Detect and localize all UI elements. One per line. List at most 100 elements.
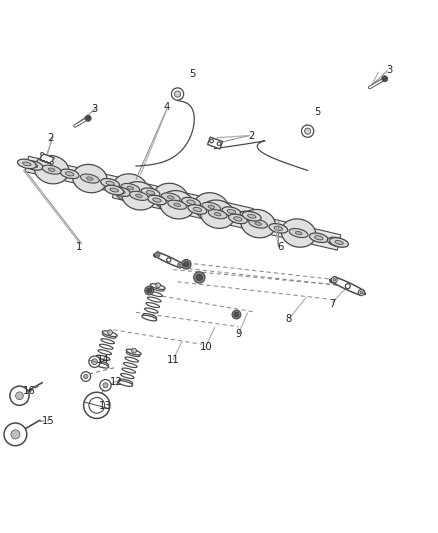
Ellipse shape bbox=[94, 362, 109, 368]
Circle shape bbox=[196, 274, 202, 280]
Circle shape bbox=[89, 398, 105, 413]
Circle shape bbox=[194, 272, 205, 283]
Ellipse shape bbox=[110, 188, 118, 192]
Ellipse shape bbox=[188, 205, 207, 214]
Ellipse shape bbox=[23, 162, 31, 166]
Circle shape bbox=[100, 379, 111, 391]
Ellipse shape bbox=[142, 315, 157, 321]
Text: 13: 13 bbox=[99, 401, 112, 411]
Circle shape bbox=[16, 392, 23, 400]
Ellipse shape bbox=[182, 197, 201, 207]
Ellipse shape bbox=[330, 238, 349, 247]
Ellipse shape bbox=[314, 236, 323, 240]
Text: 6: 6 bbox=[277, 242, 283, 252]
Circle shape bbox=[92, 359, 97, 365]
Ellipse shape bbox=[247, 214, 256, 218]
Ellipse shape bbox=[245, 214, 254, 218]
Circle shape bbox=[84, 374, 88, 378]
Ellipse shape bbox=[117, 190, 125, 194]
Ellipse shape bbox=[143, 313, 157, 319]
Circle shape bbox=[155, 283, 161, 288]
Ellipse shape bbox=[328, 237, 346, 247]
Ellipse shape bbox=[81, 174, 99, 183]
Ellipse shape bbox=[24, 161, 43, 170]
Ellipse shape bbox=[29, 163, 38, 167]
Ellipse shape bbox=[335, 240, 343, 245]
Circle shape bbox=[234, 312, 239, 317]
Ellipse shape bbox=[233, 217, 242, 221]
Circle shape bbox=[132, 348, 137, 353]
Ellipse shape bbox=[48, 168, 55, 171]
Ellipse shape bbox=[208, 209, 227, 219]
Circle shape bbox=[85, 115, 91, 122]
Circle shape bbox=[304, 128, 311, 134]
Circle shape bbox=[41, 152, 43, 156]
Ellipse shape bbox=[332, 240, 341, 244]
Text: 8: 8 bbox=[286, 314, 292, 324]
Ellipse shape bbox=[73, 164, 107, 193]
Text: 16: 16 bbox=[23, 386, 35, 396]
Polygon shape bbox=[330, 277, 365, 296]
Circle shape bbox=[81, 372, 91, 381]
Text: 7: 7 bbox=[329, 298, 336, 309]
Text: 2: 2 bbox=[248, 131, 255, 141]
Circle shape bbox=[232, 310, 241, 319]
Ellipse shape bbox=[42, 165, 61, 174]
Ellipse shape bbox=[281, 219, 316, 247]
Ellipse shape bbox=[141, 188, 160, 197]
Circle shape bbox=[10, 386, 29, 405]
Ellipse shape bbox=[148, 195, 166, 205]
Ellipse shape bbox=[119, 379, 133, 384]
Ellipse shape bbox=[146, 191, 155, 195]
Ellipse shape bbox=[153, 198, 161, 202]
Ellipse shape bbox=[167, 196, 174, 199]
Ellipse shape bbox=[249, 219, 268, 228]
Text: 5: 5 bbox=[314, 107, 321, 117]
Circle shape bbox=[108, 330, 113, 335]
Polygon shape bbox=[25, 156, 254, 224]
Ellipse shape bbox=[122, 182, 156, 210]
Circle shape bbox=[50, 161, 53, 164]
Circle shape bbox=[4, 423, 27, 446]
Ellipse shape bbox=[102, 331, 117, 336]
Ellipse shape bbox=[309, 233, 328, 243]
Ellipse shape bbox=[160, 191, 194, 219]
Ellipse shape bbox=[113, 174, 148, 202]
Ellipse shape bbox=[106, 181, 114, 185]
Text: 4: 4 bbox=[163, 102, 170, 112]
Ellipse shape bbox=[274, 226, 283, 230]
Ellipse shape bbox=[193, 207, 201, 212]
Ellipse shape bbox=[98, 350, 112, 354]
Polygon shape bbox=[40, 154, 54, 164]
Ellipse shape bbox=[161, 193, 180, 202]
Circle shape bbox=[155, 252, 160, 257]
Circle shape bbox=[217, 142, 221, 146]
Polygon shape bbox=[208, 137, 223, 149]
Circle shape bbox=[167, 258, 171, 262]
Ellipse shape bbox=[125, 357, 138, 362]
Text: 11: 11 bbox=[167, 356, 180, 365]
Ellipse shape bbox=[118, 381, 133, 386]
Ellipse shape bbox=[34, 156, 69, 184]
Circle shape bbox=[84, 392, 110, 418]
Text: 5: 5 bbox=[190, 69, 196, 79]
Text: 3: 3 bbox=[386, 65, 392, 75]
Text: 3: 3 bbox=[92, 104, 98, 114]
Circle shape bbox=[181, 260, 191, 269]
Circle shape bbox=[184, 262, 189, 267]
Ellipse shape bbox=[153, 183, 188, 212]
Ellipse shape bbox=[295, 231, 302, 235]
Circle shape bbox=[360, 291, 363, 294]
Circle shape bbox=[301, 125, 314, 138]
Ellipse shape bbox=[127, 187, 134, 190]
Ellipse shape bbox=[121, 183, 140, 192]
Text: 14: 14 bbox=[97, 356, 110, 365]
Ellipse shape bbox=[149, 292, 162, 296]
Circle shape bbox=[103, 383, 108, 388]
Ellipse shape bbox=[269, 224, 288, 233]
Ellipse shape bbox=[101, 339, 114, 344]
Ellipse shape bbox=[289, 229, 308, 238]
Ellipse shape bbox=[227, 209, 236, 214]
Ellipse shape bbox=[126, 349, 141, 355]
Ellipse shape bbox=[60, 169, 79, 179]
